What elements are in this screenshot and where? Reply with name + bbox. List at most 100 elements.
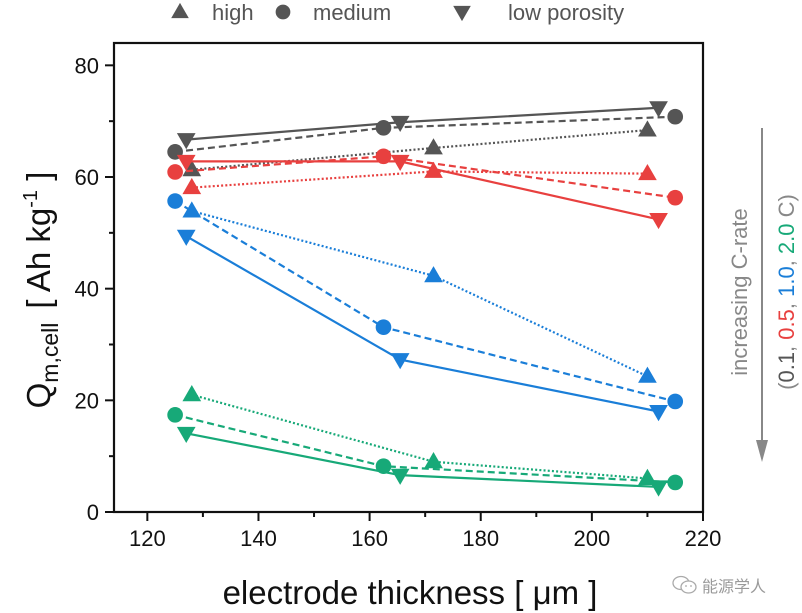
x-tick-label: 140 [240, 526, 277, 551]
x-axis-title: electrode thickness [ μm ] [223, 574, 598, 611]
data-point [176, 133, 196, 150]
series-0-5c-high [182, 161, 657, 195]
data-point [424, 138, 443, 155]
data-point [667, 108, 684, 125]
data-point [176, 426, 196, 443]
data-point [638, 468, 657, 485]
data-point [375, 120, 392, 136]
y-axis-title: Qm,cell [ Ah kg-1 ] [20, 172, 63, 409]
watermark-text: 能源学人 [702, 577, 767, 596]
series-layer [167, 101, 684, 497]
y-axis: 0 20 40 60 80 [75, 53, 114, 525]
series-2-0c-medium [167, 407, 684, 491]
c-rate-values: (0.1, 0.5, 1.0, 2.0 C) [774, 194, 799, 390]
data-point [375, 319, 392, 336]
c-rate-label: increasing C-rate [727, 208, 752, 376]
y-title-unit-open: [ Ah kg [20, 208, 57, 309]
x-tick-label: 160 [351, 526, 388, 551]
series-line [191, 393, 648, 480]
data-point [424, 266, 443, 283]
data-point [638, 163, 657, 181]
data-point [176, 154, 196, 172]
data-point [649, 101, 668, 118]
data-point [649, 212, 668, 230]
series-line [186, 160, 659, 221]
legend-label: low porosity [508, 0, 624, 25]
data-point [375, 458, 392, 475]
legend-item: high [171, 0, 254, 25]
y-tick-label: 40 [75, 277, 99, 302]
data-point [167, 164, 183, 180]
rates-prefix: ( [774, 382, 799, 390]
rate-value: 0.1 [774, 352, 799, 383]
x-tick-label: 220 [685, 526, 722, 551]
rate-separator: , [774, 254, 799, 266]
rate-value: 2.0 [774, 223, 799, 254]
data-point [182, 385, 202, 402]
svg-text:Qm,cell[ Ah kg-1 ]: Qm,cell [ Ah kg-1 ] [20, 172, 63, 409]
series-line [185, 235, 659, 413]
y-tick-label: 20 [75, 388, 99, 413]
data-point [424, 452, 443, 469]
legend-item: low porosity [453, 0, 624, 25]
data-point [182, 177, 202, 195]
arrow-down-icon [756, 440, 768, 462]
c-rate-annotation: increasing C-rate (0.1, 0.5, 1.0, 2.0 C) [727, 128, 799, 462]
data-point [167, 407, 183, 423]
legend-label: high [212, 0, 254, 25]
series-line [186, 432, 659, 488]
data-point [390, 115, 410, 132]
plot-frame [112, 41, 705, 514]
data-point [390, 353, 410, 370]
data-point [638, 366, 657, 383]
data-point [390, 468, 410, 485]
data-point [375, 148, 392, 165]
series-2-0c-high [182, 385, 657, 485]
legend-item: medium [275, 0, 391, 25]
legend-triangle-up-icon [171, 2, 189, 19]
x-tick-label: 180 [462, 526, 499, 551]
legend-label: medium [313, 0, 391, 25]
rates-suffix: C) [774, 194, 799, 223]
series-line [186, 106, 659, 141]
y-title-subscript: m,cell [37, 323, 63, 383]
data-point [667, 393, 684, 410]
y-tick-label: 0 [87, 500, 99, 525]
y-title-unit-close: ] [20, 172, 57, 190]
series-line [191, 209, 648, 378]
data-point [424, 161, 443, 178]
y-title-main: Q [20, 383, 57, 409]
series-1-0c-low [176, 229, 668, 422]
y-tick-label: 60 [75, 165, 99, 190]
rate-value: 0.5 [774, 309, 799, 340]
legend-circle-icon [275, 4, 291, 20]
series-0-1c-high [182, 120, 657, 177]
series-line [174, 413, 676, 484]
data-point [167, 193, 183, 209]
legend-triangle-down-icon [453, 5, 471, 22]
data-point [667, 189, 684, 206]
series-2-0c-low [176, 426, 668, 497]
data-point [667, 474, 684, 491]
series-0-5c-medium [167, 148, 684, 206]
y-tick-label: 80 [75, 53, 99, 78]
series-0-1c-low [176, 101, 668, 150]
x-tick-label: 120 [129, 526, 166, 551]
data-point [638, 120, 657, 137]
rate-separator: , [774, 340, 799, 352]
rate-separator: , [774, 297, 799, 309]
rate-value: 1.0 [774, 266, 799, 297]
series-line [191, 129, 648, 171]
series-line [191, 170, 648, 189]
wechat-chat-icon [672, 575, 697, 594]
data-point [182, 201, 202, 218]
x-axis: 120 140 160 180 200 220 [129, 512, 721, 551]
series-0-5c-low [176, 154, 668, 230]
legend: high medium low porosity [171, 0, 624, 25]
y-title-unit-sup: -1 [20, 190, 42, 208]
series-line [175, 155, 676, 199]
data-point [649, 405, 668, 422]
data-point [176, 229, 196, 246]
watermark: 能源学人 [672, 573, 766, 597]
